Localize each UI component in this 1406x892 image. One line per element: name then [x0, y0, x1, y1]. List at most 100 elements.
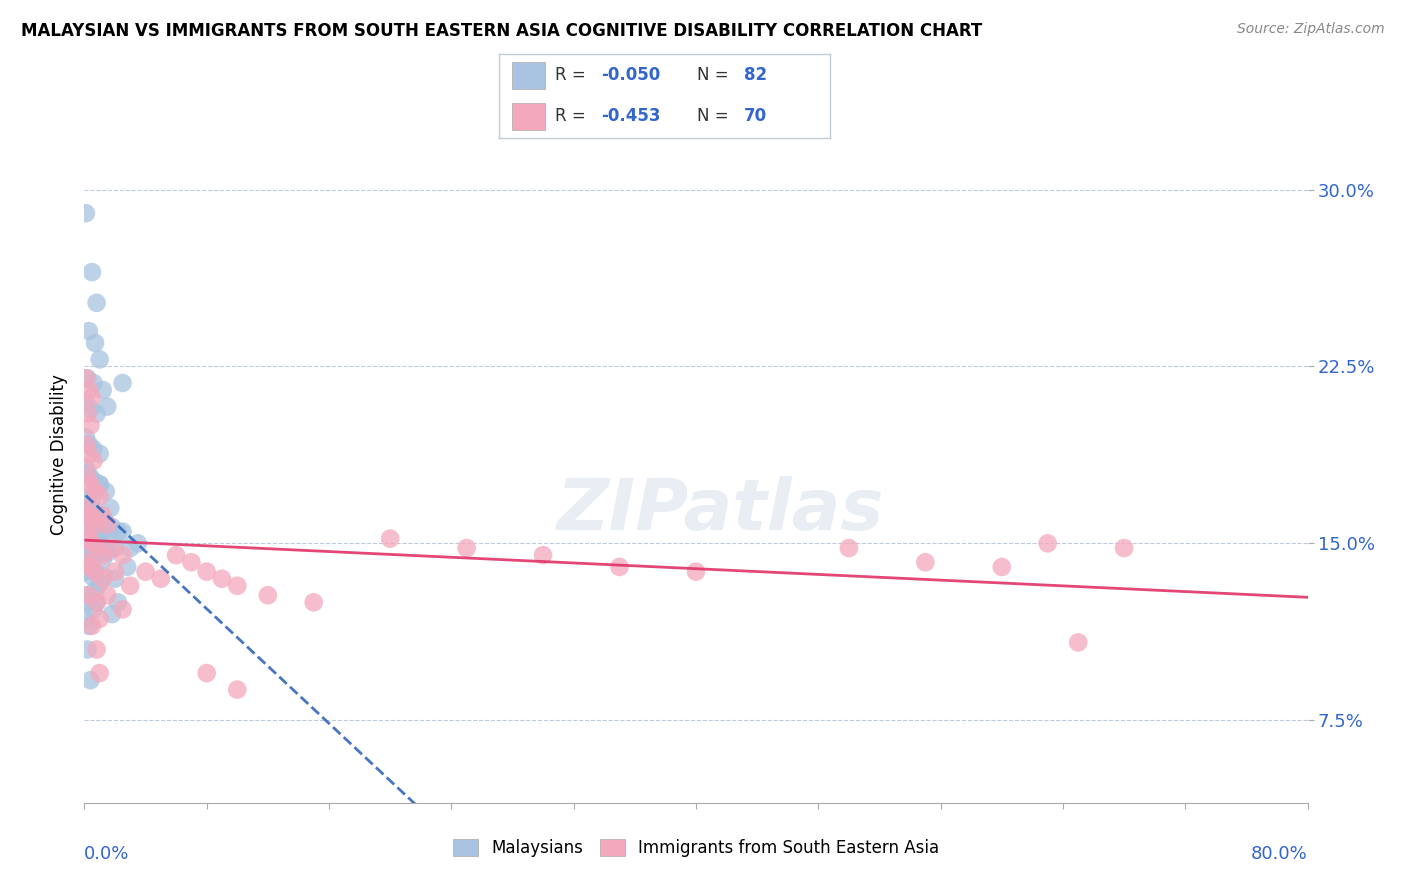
- Point: [77, 508, 100, 522]
- Point: [83, 454, 105, 468]
- Point: [96, 400, 118, 414]
- Text: 0.0%: 0.0%: [84, 846, 129, 863]
- Point: [89, 666, 111, 681]
- Point: [83, 602, 105, 616]
- Point: [84, 475, 107, 489]
- Point: [91, 572, 114, 586]
- Point: [86, 517, 108, 532]
- Point: [83, 442, 105, 456]
- Point: [1036, 536, 1059, 550]
- Point: [84, 583, 107, 598]
- Point: [75, 430, 97, 444]
- Point: [257, 588, 280, 602]
- Point: [96, 532, 118, 546]
- Point: [89, 576, 111, 591]
- Point: [86, 295, 108, 310]
- Point: [86, 517, 108, 532]
- Point: [91, 553, 114, 567]
- Point: [101, 520, 124, 534]
- Point: [77, 560, 100, 574]
- Point: [87, 541, 110, 555]
- Point: [79, 401, 101, 416]
- Point: [89, 508, 111, 522]
- Point: [195, 666, 218, 681]
- Point: [75, 494, 97, 508]
- Point: [120, 579, 142, 593]
- Point: [96, 588, 118, 602]
- Point: [80, 494, 103, 508]
- Point: [195, 565, 218, 579]
- Point: [80, 265, 103, 279]
- Point: [107, 595, 129, 609]
- Point: [76, 371, 98, 385]
- Text: Source: ZipAtlas.com: Source: ZipAtlas.com: [1237, 22, 1385, 37]
- Point: [79, 418, 101, 433]
- Point: [84, 335, 107, 350]
- Point: [98, 500, 121, 515]
- Point: [531, 548, 554, 562]
- Text: 80.0%: 80.0%: [1251, 846, 1308, 863]
- Point: [165, 548, 187, 562]
- Point: [127, 536, 149, 550]
- Point: [91, 548, 114, 562]
- Point: [180, 555, 202, 569]
- FancyBboxPatch shape: [512, 62, 546, 89]
- Point: [96, 517, 118, 532]
- Point: [75, 206, 97, 220]
- Point: [104, 541, 127, 555]
- Text: MALAYSIAN VS IMMIGRANTS FROM SOUTH EASTERN ASIA COGNITIVE DISABILITY CORRELATION: MALAYSIAN VS IMMIGRANTS FROM SOUTH EASTE…: [21, 22, 983, 40]
- Point: [107, 524, 129, 539]
- Point: [76, 532, 98, 546]
- Point: [96, 546, 118, 560]
- Point: [76, 489, 98, 503]
- Text: R =: R =: [555, 107, 592, 125]
- Point: [77, 522, 100, 536]
- Point: [75, 395, 97, 409]
- Point: [302, 595, 325, 609]
- Point: [111, 524, 134, 539]
- Point: [75, 500, 97, 515]
- Point: [77, 437, 100, 451]
- Point: [77, 619, 100, 633]
- Point: [101, 541, 124, 555]
- FancyBboxPatch shape: [512, 103, 546, 130]
- Point: [77, 595, 100, 609]
- Point: [226, 682, 249, 697]
- Point: [79, 470, 101, 484]
- Point: [104, 572, 127, 586]
- Point: [84, 565, 107, 579]
- Point: [75, 612, 97, 626]
- Point: [77, 588, 100, 602]
- Point: [89, 529, 111, 543]
- Point: [120, 541, 142, 555]
- Text: ZIPatlas: ZIPatlas: [557, 476, 884, 545]
- Point: [75, 541, 97, 555]
- Point: [83, 524, 105, 539]
- Point: [991, 560, 1014, 574]
- Point: [84, 548, 107, 562]
- Point: [89, 477, 111, 491]
- Point: [111, 602, 134, 616]
- Point: [84, 506, 107, 520]
- Point: [111, 376, 134, 390]
- Text: -0.453: -0.453: [602, 107, 661, 125]
- Point: [80, 569, 103, 583]
- Point: [80, 619, 103, 633]
- Point: [86, 541, 108, 555]
- Point: [76, 555, 98, 569]
- Point: [84, 565, 107, 579]
- Point: [89, 352, 111, 367]
- Text: N =: N =: [697, 107, 734, 125]
- Legend: Malaysians, Immigrants from South Eastern Asia: Malaysians, Immigrants from South Easter…: [446, 832, 946, 864]
- Point: [89, 447, 111, 461]
- Point: [75, 371, 97, 385]
- Point: [609, 560, 631, 574]
- Point: [91, 508, 114, 522]
- Point: [914, 555, 936, 569]
- Point: [80, 536, 103, 550]
- Point: [93, 569, 115, 583]
- Point: [79, 513, 101, 527]
- Text: N =: N =: [697, 66, 734, 84]
- Point: [75, 437, 97, 451]
- Point: [86, 407, 108, 421]
